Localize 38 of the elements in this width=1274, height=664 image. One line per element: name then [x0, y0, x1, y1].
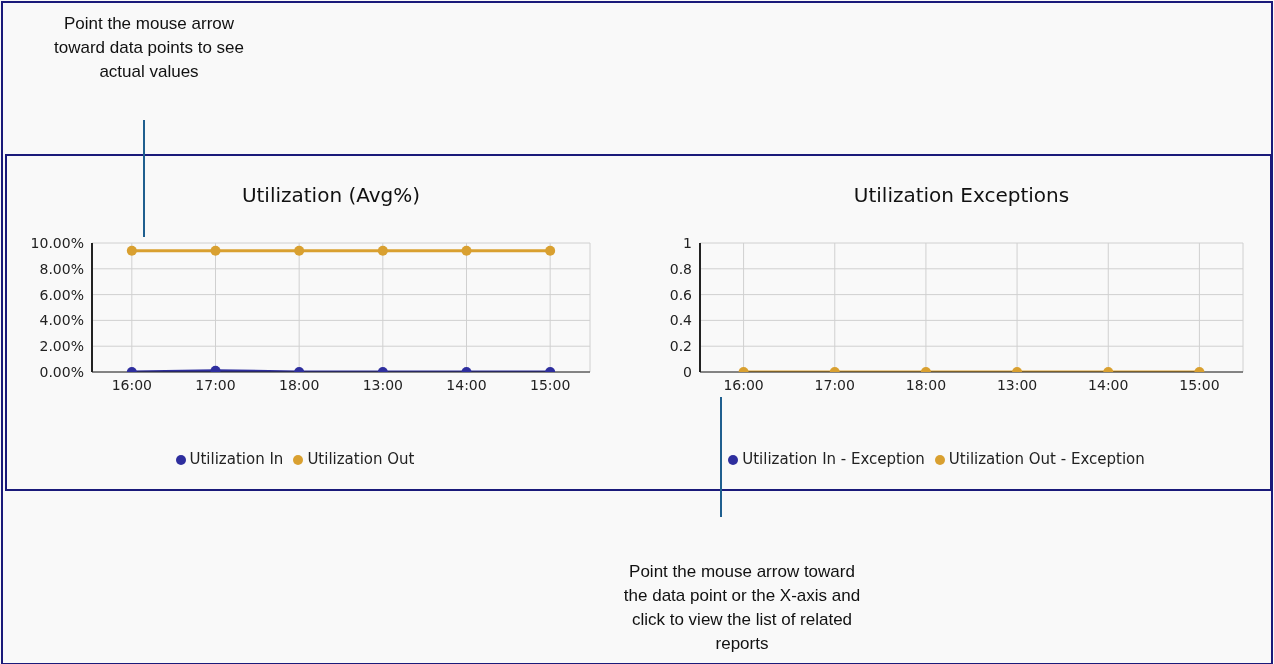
- chart-title: Utilization (Avg%): [240, 183, 422, 207]
- y-tick-label: 0: [683, 363, 692, 380]
- point: [545, 245, 556, 256]
- legend-label: Utilization Out: [307, 450, 415, 468]
- x-tick-label: 13:00: [362, 376, 404, 393]
- y-tick-label: 8.00%: [39, 260, 84, 277]
- y-tick-label: 0.4: [669, 312, 693, 329]
- y-tick-label: 0.8: [669, 260, 692, 277]
- point: [294, 245, 305, 256]
- x-tick-label: 14:00: [1088, 376, 1129, 393]
- y-tick-label: 1: [683, 234, 692, 251]
- x-tick-label: 15:00: [529, 376, 571, 393]
- text: Point the mouse arrow toward the data point or the X-axis and click to view the list of related reports: [622, 561, 862, 655]
- x-tick-label: 15:00: [1179, 376, 1220, 393]
- y-tick-label: 10.00%: [30, 234, 84, 251]
- x-tick-label: 17:00: [195, 376, 236, 393]
- legend-label: Utilization In: [189, 450, 284, 468]
- x-tick-label: 16:00: [111, 376, 153, 393]
- x-tick-label: 18:00: [905, 376, 947, 393]
- x-tick-label: 17:00: [814, 376, 855, 393]
- text: Point the mouse arrow toward data points to see actual values: [53, 13, 245, 83]
- y-tick-label: 4.00%: [39, 312, 84, 329]
- legend-label: Utilization Out - Exception: [948, 450, 1145, 468]
- y-tick-label: 2.00%: [39, 338, 84, 355]
- x-tick-label: 13:00: [996, 376, 1038, 393]
- x-tick-label: 18:00: [278, 376, 320, 393]
- chart-title: Utilization Exceptions: [852, 183, 1071, 207]
- point: [210, 245, 221, 256]
- y-tick-label: 0.2: [669, 338, 692, 355]
- x-tick-label: 16:00: [723, 376, 764, 393]
- point: [461, 245, 472, 256]
- legend-label: Utilization In - Exception: [742, 450, 925, 468]
- y-tick-label: 0.00%: [39, 363, 84, 380]
- y-tick-label: 0.6: [669, 286, 693, 303]
- y-tick-label: 6.00%: [39, 286, 84, 303]
- point: [377, 245, 388, 256]
- point: [126, 245, 137, 256]
- x-tick-label: 14:00: [446, 376, 487, 393]
